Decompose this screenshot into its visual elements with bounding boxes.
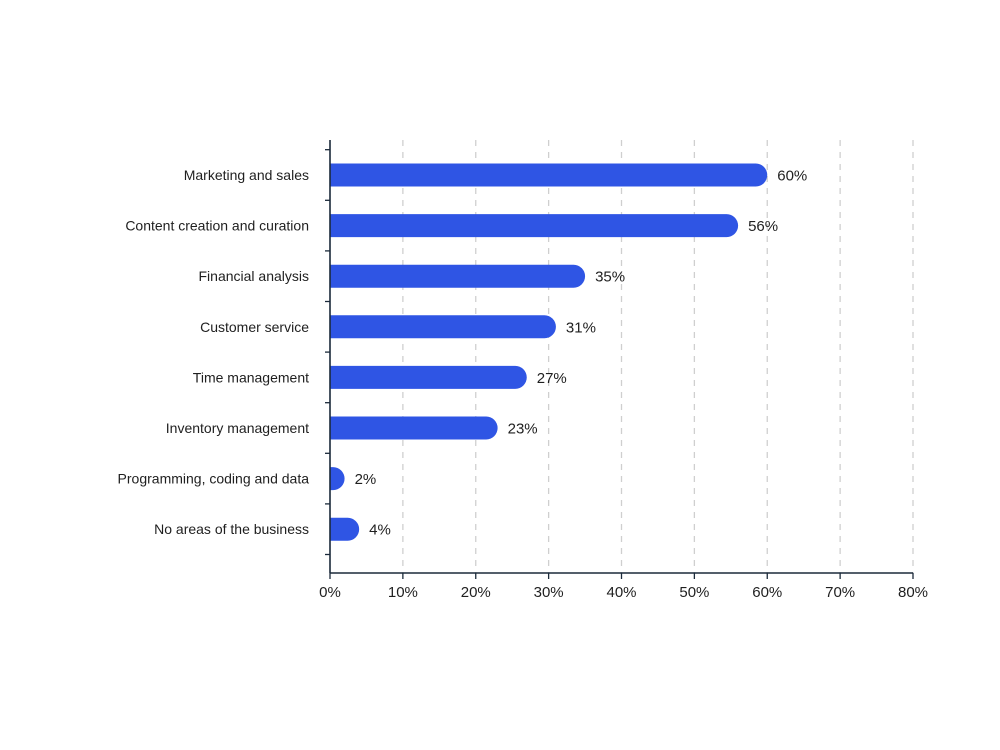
- x-tick-label: 80%: [898, 584, 928, 601]
- x-tick-label: 50%: [679, 584, 709, 601]
- bar: [330, 214, 739, 238]
- bar: [330, 163, 768, 187]
- x-tick-label: 20%: [461, 584, 491, 601]
- x-tick-label: 30%: [534, 584, 564, 601]
- value-label: 4%: [369, 522, 391, 539]
- value-label: 56%: [748, 218, 778, 235]
- value-label: 2%: [355, 471, 377, 488]
- bar: [330, 264, 586, 288]
- x-tick-label: 70%: [825, 584, 855, 601]
- x-tick-label: 0%: [319, 584, 341, 601]
- axes: [325, 140, 914, 579]
- category-label: Content creation and curation: [125, 218, 309, 234]
- category-label: Time management: [193, 369, 309, 385]
- gridlines: [402, 140, 914, 573]
- bars: [330, 163, 768, 541]
- value-label: 23%: [508, 421, 538, 438]
- bar: [330, 315, 556, 339]
- labels: 0% 10% 20% 30% 40% 50% 60% 70% 80% Marketing and …: [118, 167, 928, 601]
- value-label: 60%: [777, 168, 807, 185]
- value-label: 35%: [595, 269, 625, 286]
- bar: [330, 517, 360, 541]
- category-label: Inventory management: [166, 420, 309, 436]
- bar: [330, 365, 527, 389]
- x-tick-label: 40%: [606, 584, 636, 601]
- value-label: 27%: [537, 370, 567, 387]
- category-label: Customer service: [200, 319, 309, 335]
- x-tick-label: 60%: [752, 584, 782, 601]
- bar: [330, 416, 498, 440]
- value-label: 31%: [566, 319, 596, 336]
- category-label: Programming, coding and data: [118, 471, 310, 487]
- x-tick-label: 10%: [388, 584, 418, 601]
- bar: [330, 467, 345, 491]
- category-label: No areas of the business: [154, 521, 309, 537]
- category-label: Financial analysis: [199, 268, 310, 284]
- category-label: Marketing and sales: [184, 167, 309, 183]
